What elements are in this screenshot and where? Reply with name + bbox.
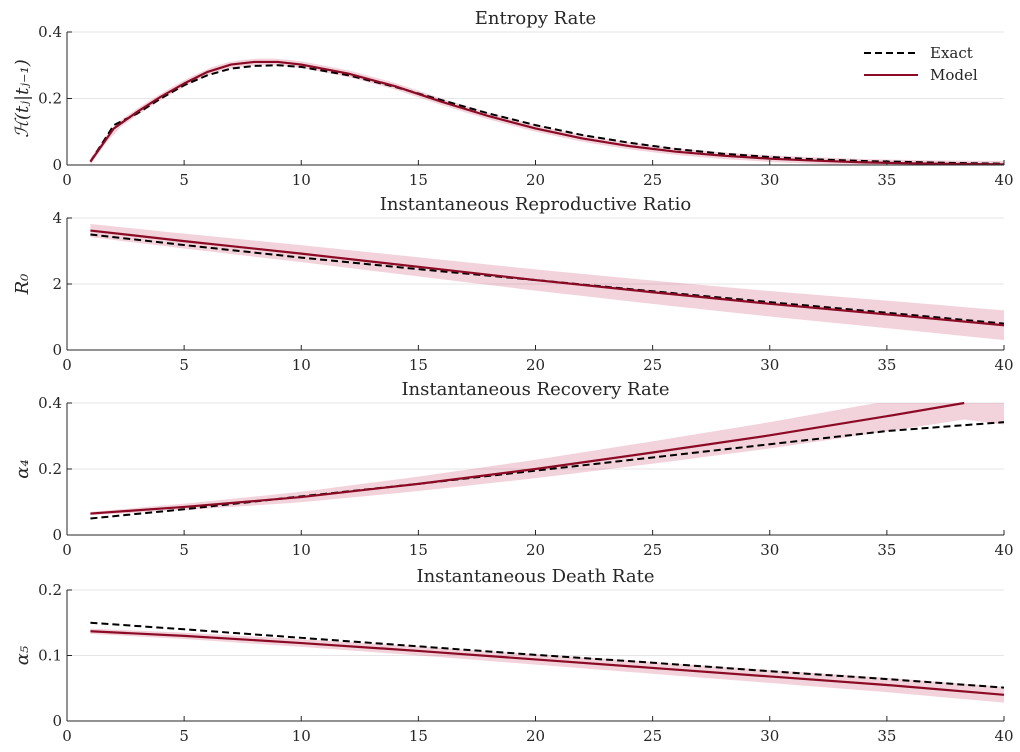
y-tick-label: 0	[52, 526, 62, 544]
x-tick-label: 0	[62, 171, 72, 189]
panel-title: Instantaneous Reproductive Ratio	[380, 194, 692, 215]
x-tick-label: 40	[994, 356, 1013, 374]
legend-exact-label: Exact	[930, 44, 973, 62]
x-tick-label: 35	[877, 541, 896, 559]
exact-series-line	[89, 64, 1005, 165]
y-tick-label: 2	[52, 275, 62, 293]
panel-3: 0 5 10 15 20 25 30 35 40 0 0.2 0.4 Instantaneous Rec…	[12, 379, 1014, 559]
x-tick-label: 5	[179, 727, 189, 745]
x-tick-label: 15	[409, 171, 428, 189]
y-tick-label: 0.2	[38, 581, 62, 599]
y-tick-label: 0	[52, 341, 62, 359]
x-tick-label: 15	[409, 727, 428, 745]
x-tick-label: 25	[643, 171, 662, 189]
x-tick-label: 25	[643, 727, 662, 745]
x-tick-label: 15	[409, 541, 428, 559]
x-tick-label: 20	[526, 356, 545, 374]
x-tick-label: 20	[526, 727, 545, 745]
x-tick-label: 0	[62, 727, 72, 745]
panel-1: 0 5 10 15 20 25 30 35 40 0 0.2 0.4 Entropy Rate ℋ(tⱼ|…	[12, 8, 1014, 189]
y-tick-label: 4	[52, 209, 62, 227]
legend-model-label: Model	[930, 66, 978, 84]
model-series-line	[90, 630, 1005, 696]
exact-series-line	[90, 621, 1005, 689]
x-tick-label: 40	[994, 727, 1013, 745]
y-axis-label: α₄	[12, 459, 33, 478]
x-tick-label: 30	[760, 541, 779, 559]
x-tick-label: 0	[62, 356, 72, 374]
y-tick-label: 0.2	[38, 460, 62, 478]
x-tick-label: 10	[292, 541, 311, 559]
model-series-line	[90, 401, 965, 515]
x-tick-label: 20	[526, 541, 545, 559]
model-uncertainty-band	[90, 403, 1005, 516]
x-tick-label: 10	[292, 727, 311, 745]
x-tick-label: 35	[877, 727, 896, 745]
legend-box	[852, 38, 992, 90]
model-series-line	[89, 60, 1005, 166]
x-tick-label: 10	[292, 171, 311, 189]
y-tick-label: 0	[52, 156, 62, 174]
exact-series-line	[90, 233, 1005, 325]
y-tick-label: 0.2	[38, 90, 62, 108]
panel-4: 0 5 10 15 20 25 30 35 40 0 0.1 0.2 Instantaneous Dea…	[12, 566, 1014, 745]
y-tick-label: 0	[52, 712, 62, 730]
exact-series-line	[90, 421, 1005, 520]
model-uncertainty-band	[90, 628, 1005, 703]
x-tick-label: 30	[760, 356, 779, 374]
x-tick-label: 35	[877, 171, 896, 189]
y-axis-label: R₀	[12, 274, 33, 296]
y-axis-label: ℋ(tⱼ|tⱼ₋₁)	[12, 59, 33, 138]
y-tick-label: 0.4	[38, 23, 62, 41]
panel-title: Entropy Rate	[475, 8, 596, 29]
panel-2: 0 5 10 15 20 25 30 35 40 0 2 4 Instantaneous Reprodu…	[12, 194, 1014, 374]
y-axis-label: α₅	[12, 646, 33, 665]
panel-title: Instantaneous Death Rate	[416, 566, 654, 587]
x-tick-label: 15	[409, 356, 428, 374]
x-tick-label: 30	[760, 727, 779, 745]
x-tick-label: 5	[179, 541, 189, 559]
legend: Exact Model	[852, 38, 992, 90]
x-tick-label: 5	[179, 356, 189, 374]
x-tick-label: 10	[292, 356, 311, 374]
y-tick-label: 0.4	[38, 394, 62, 412]
y-tick-label: 0.1	[38, 647, 62, 665]
x-tick-label: 0	[62, 541, 72, 559]
x-tick-label: 25	[643, 541, 662, 559]
x-tick-label: 5	[179, 171, 189, 189]
x-tick-label: 30	[760, 171, 779, 189]
x-tick-label: 40	[994, 541, 1013, 559]
x-tick-label: 40	[994, 171, 1013, 189]
panel-title: Instantaneous Recovery Rate	[401, 379, 669, 400]
model-series-line	[90, 229, 1005, 327]
x-tick-label: 35	[877, 356, 896, 374]
x-tick-label: 25	[643, 356, 662, 374]
x-tick-label: 20	[526, 171, 545, 189]
